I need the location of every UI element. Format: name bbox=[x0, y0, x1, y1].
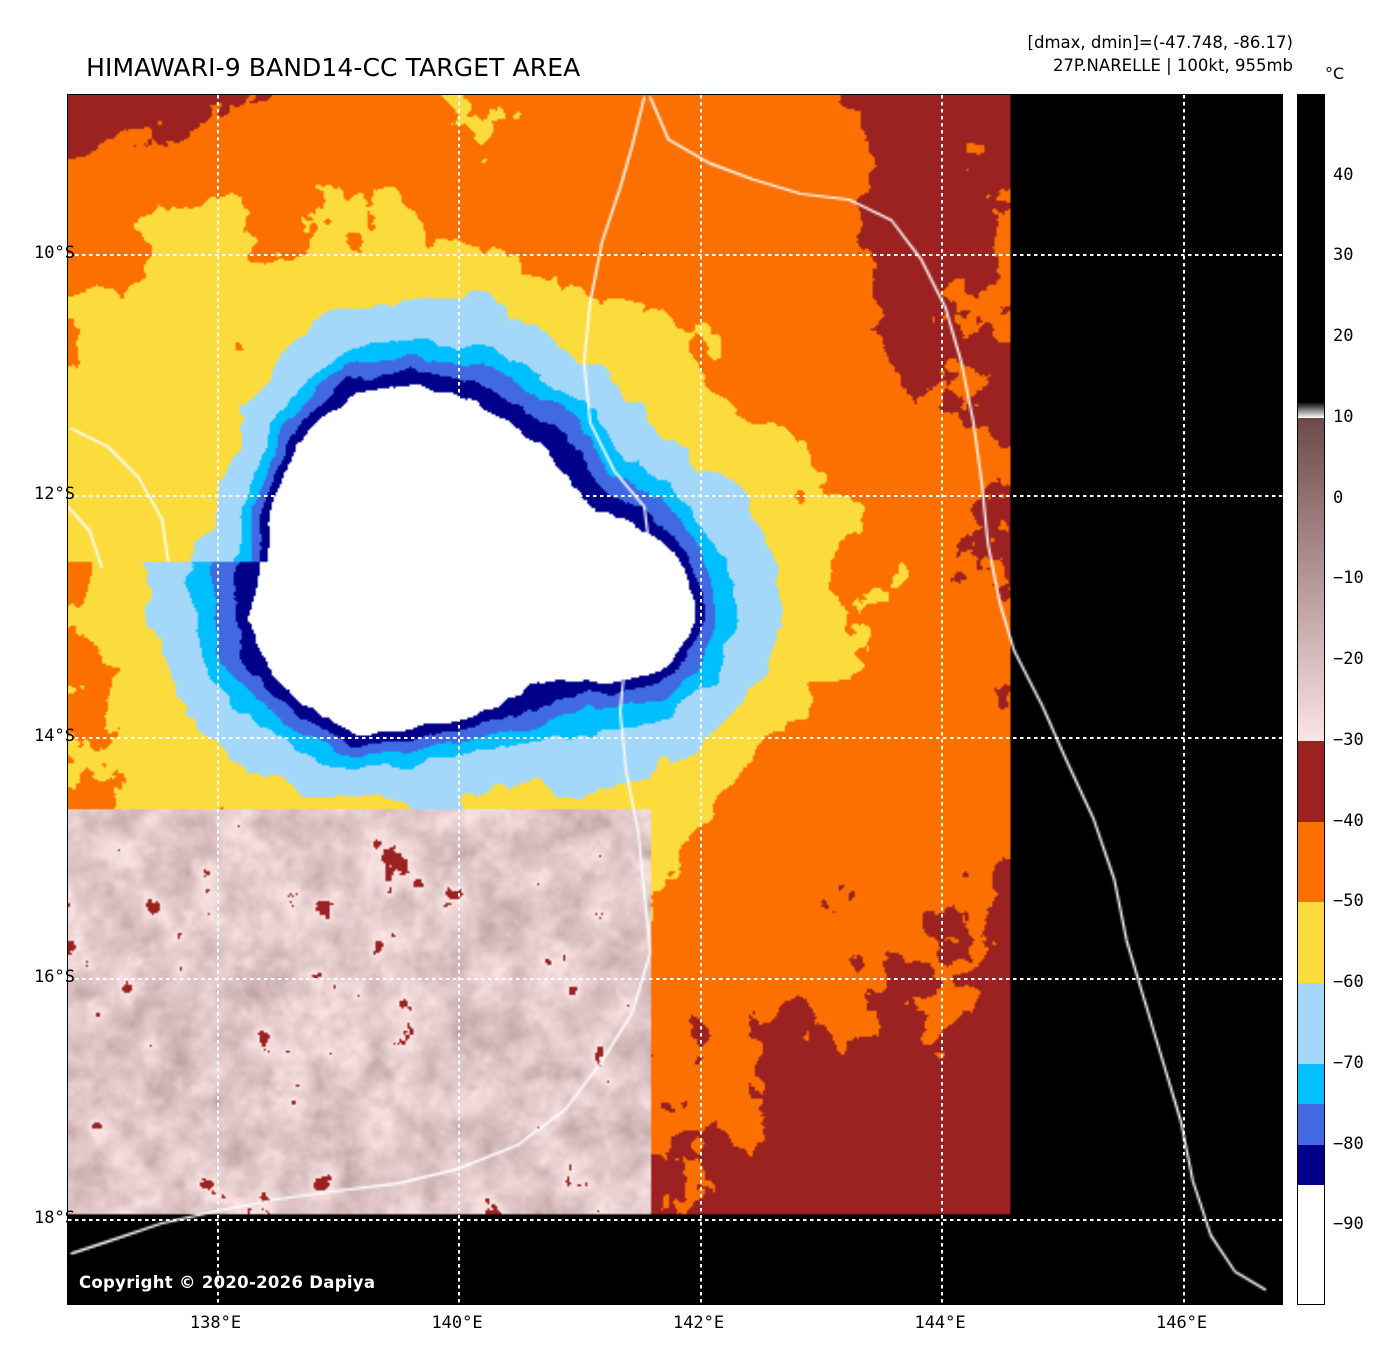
colorbar-tick-label: −30 bbox=[1333, 729, 1364, 750]
copyright-notice: Copyright © 2020-2026 Dapiya bbox=[79, 1273, 376, 1292]
colorbar-tick-label: 40 bbox=[1333, 164, 1354, 185]
colorbar[interactable] bbox=[1297, 94, 1325, 1305]
colorbar-tick-label: −90 bbox=[1333, 1214, 1364, 1235]
colorbar-unit-label: °C bbox=[1325, 64, 1345, 83]
lon-tick-label: 138°E bbox=[189, 1313, 242, 1333]
lon-tick-label: 146°E bbox=[1155, 1313, 1208, 1333]
colorbar-band-black bbox=[1298, 95, 1324, 402]
satellite-image bbox=[68, 95, 1282, 1304]
colorbar-tick-label: −60 bbox=[1333, 972, 1364, 993]
colorbar-band-2 bbox=[1298, 902, 1324, 984]
colorbar-tick-label: −40 bbox=[1333, 810, 1364, 831]
colorbar-band-6 bbox=[1298, 1144, 1324, 1185]
colorbar-tick-label: 20 bbox=[1333, 326, 1354, 347]
lon-tick-label: 144°E bbox=[914, 1313, 966, 1333]
colorbar-tick-label: 10 bbox=[1333, 406, 1354, 427]
lat-tick-label: 12°S bbox=[34, 484, 75, 505]
colorbar-tick-label: −70 bbox=[1333, 1052, 1364, 1073]
colorbar-tick-label: −80 bbox=[1333, 1133, 1364, 1154]
title-line-1: HIMAWARI-9 BAND14-CC TARGET AREA bbox=[86, 53, 581, 82]
header-metadata: [dmax, dmin]=(-47.748, -86.17) 27P.NAREL… bbox=[1028, 31, 1293, 78]
colorbar-band-7 bbox=[1298, 1184, 1324, 1304]
colorbar-band-0 bbox=[1298, 740, 1324, 822]
lon-tick-label: 142°E bbox=[672, 1313, 725, 1333]
colorbar-band-warm bbox=[1298, 417, 1324, 741]
colorbar-tick-label: 0 bbox=[1333, 487, 1344, 508]
lat-tick-label: 18°S bbox=[34, 1208, 75, 1229]
colorbar-tick-label: −10 bbox=[1333, 568, 1364, 589]
lat-tick-label: 16°S bbox=[34, 966, 75, 987]
colorbar-band-1 bbox=[1298, 821, 1324, 903]
lat-tick-label: 14°S bbox=[34, 725, 75, 746]
dmax-dmin-readout: [dmax, dmin]=(-47.748, -86.17) bbox=[1027, 33, 1293, 52]
satellite-map[interactable]: Copyright © 2020-2026 Dapiya bbox=[67, 94, 1283, 1305]
lat-tick-label: 10°S bbox=[34, 243, 75, 264]
lon-tick-label: 140°E bbox=[431, 1313, 483, 1333]
colorbar-band-5 bbox=[1298, 1104, 1324, 1145]
colorbar-band-3 bbox=[1298, 983, 1324, 1064]
colorbar-tick-label: 30 bbox=[1333, 245, 1354, 266]
colorbar-tick-label: −20 bbox=[1333, 649, 1364, 670]
colorbar-tick-label: −50 bbox=[1333, 891, 1364, 912]
storm-info-readout: 27P.NARELLE | 100kt, 955mb bbox=[1052, 56, 1293, 76]
colorbar-band-grayscale bbox=[1298, 401, 1324, 418]
colorbar-band-4 bbox=[1298, 1063, 1324, 1105]
